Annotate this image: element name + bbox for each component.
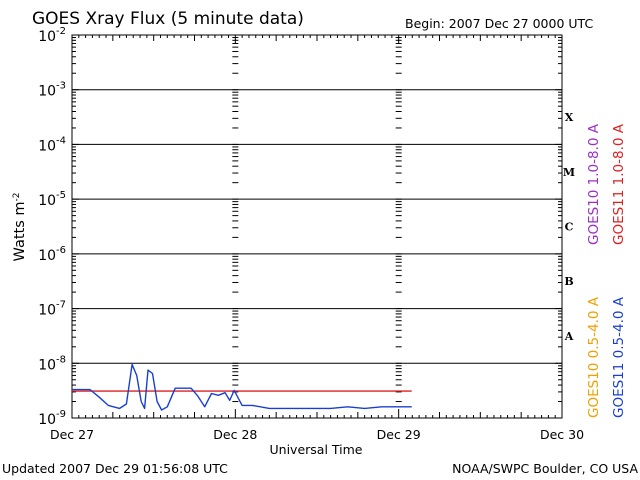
x-tick-label: Dec 28 [213, 427, 257, 442]
plot-frame [71, 34, 563, 419]
y-tick-label: 10-8 [38, 354, 66, 373]
y-tick-label: 10-9 [38, 409, 66, 428]
goes11-0-5-4-0-a-line [72, 363, 412, 411]
data-series [72, 363, 412, 411]
flare-class-label: A [564, 330, 574, 343]
x-axis-label: Universal Time [270, 442, 363, 457]
y-tick-labels: 10-2 10-3 10-4 10-5 10-6 10-7 10-8 10-9 [38, 26, 66, 428]
x-tick-labels: Dec 27 Dec 28 Dec 29 Dec 30 [50, 427, 584, 442]
y-tick-label: 10-7 [38, 300, 66, 319]
x-tick-label: Dec 30 [540, 427, 584, 442]
begin-label: Begin: 2007 Dec 27 0000 UTC [405, 16, 593, 31]
y-tick-label: 10-4 [38, 135, 66, 154]
legend-goes11-short: GOES11 0.5-4.0 A [611, 296, 627, 418]
y-tick-label: 10-3 [38, 81, 66, 100]
x-tick-label: Dec 27 [50, 427, 94, 442]
svg-text:Watts m-2: Watts m-2 [12, 193, 28, 262]
flare-class-label: B [564, 275, 573, 288]
flare-class-labels: X M C B A [563, 111, 575, 343]
y-tick-label: 10-2 [38, 26, 66, 45]
y-axis-label: Watts m-2 [12, 193, 28, 262]
legend-goes11-long: GOES11 1.0-8.0 A [611, 123, 627, 245]
legend-goes10-short: GOES10 0.5-4.0 A [586, 296, 602, 418]
flare-class-label: X [565, 111, 574, 124]
credit-label: NOAA/SWPC Boulder, CO USA [452, 461, 638, 476]
updated-timestamp: Updated 2007 Dec 29 01:56:08 UTC [2, 461, 228, 476]
flare-class-label: C [565, 221, 574, 234]
legend-goes10-long: GOES10 1.0-8.0 A [586, 123, 602, 245]
chart-title: GOES Xray Flux (5 minute data) [32, 9, 304, 29]
y-tick-label: 10-5 [38, 190, 66, 209]
y-tick-label: 10-6 [38, 245, 66, 264]
x-tick-label: Dec 29 [377, 427, 421, 442]
grid-lines [71, 34, 563, 419]
flare-class-label: M [563, 166, 575, 179]
